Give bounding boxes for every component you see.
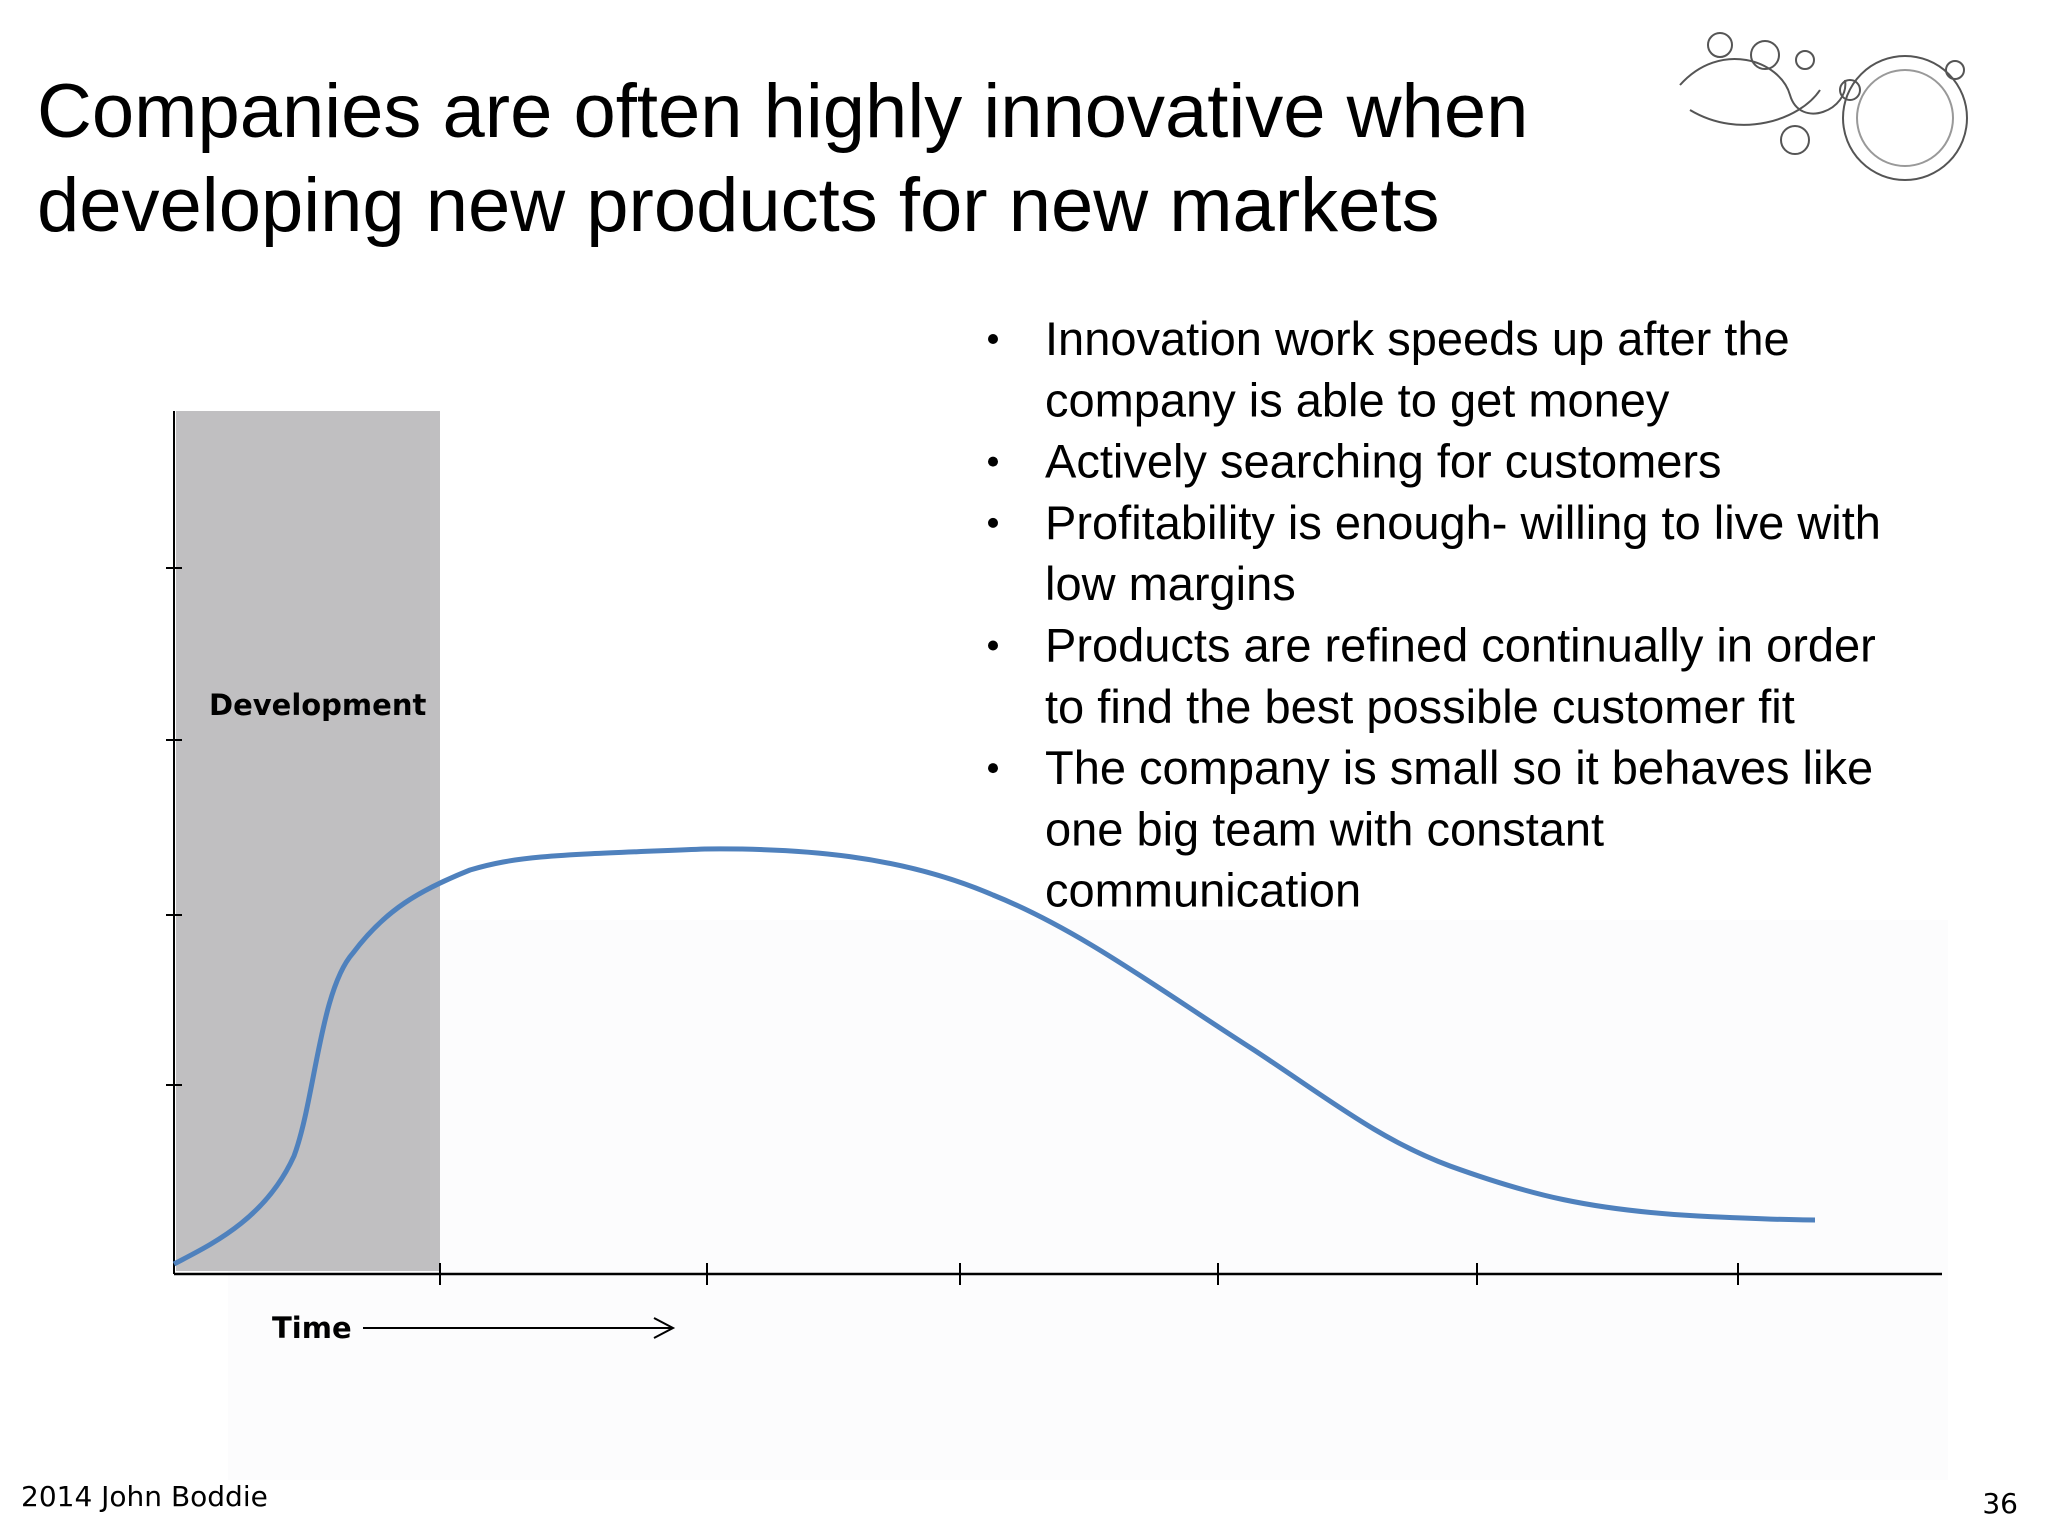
bullet-list: Innovation work speeds up after the compa… xyxy=(988,312,1881,917)
bullet-text: to find the best possible customer fit xyxy=(1045,680,1795,733)
bullet-text: Profitability is enough- willing to live… xyxy=(1045,496,1881,549)
bullet-text: one big team with constant xyxy=(1045,802,1604,855)
bullet-dot xyxy=(988,334,998,344)
bullet-text: communication xyxy=(1045,864,1361,917)
bullet-text: low margins xyxy=(1045,557,1296,610)
bullet-text: company is able to get money xyxy=(1045,373,1670,426)
title-line: Companies are often highly innovative wh… xyxy=(37,69,1528,154)
bullet-text: The company is small so it behaves like xyxy=(1045,741,1873,794)
bullet-dot xyxy=(988,456,998,467)
ornament xyxy=(1679,32,1968,181)
copyright: 2014 John Boddie xyxy=(21,1480,268,1513)
title-line: developing new products for new markets xyxy=(37,163,1440,248)
axis-ticks xyxy=(166,567,1739,1285)
time-label: Time xyxy=(272,1311,352,1345)
plot-shade xyxy=(228,920,1948,1480)
bullet-dot xyxy=(988,517,998,528)
phase-label: Development xyxy=(209,688,426,722)
innovation-curve xyxy=(172,846,1816,1267)
bullet-dot xyxy=(988,763,998,774)
title: Companies are often highly innovative wh… xyxy=(37,69,1528,248)
bullet-dot xyxy=(988,640,998,651)
arrow-head xyxy=(653,1317,676,1339)
diagram: Development Time xyxy=(166,411,1942,1345)
bullet-text: Innovation work speeds up after the xyxy=(1045,312,1790,365)
page-number: 36 xyxy=(1982,1487,2018,1520)
bullet-text: Actively searching for customers xyxy=(1045,435,1722,488)
bullet-text: Products are refined continually in orde… xyxy=(1045,619,1876,672)
development-phase xyxy=(176,411,440,1271)
